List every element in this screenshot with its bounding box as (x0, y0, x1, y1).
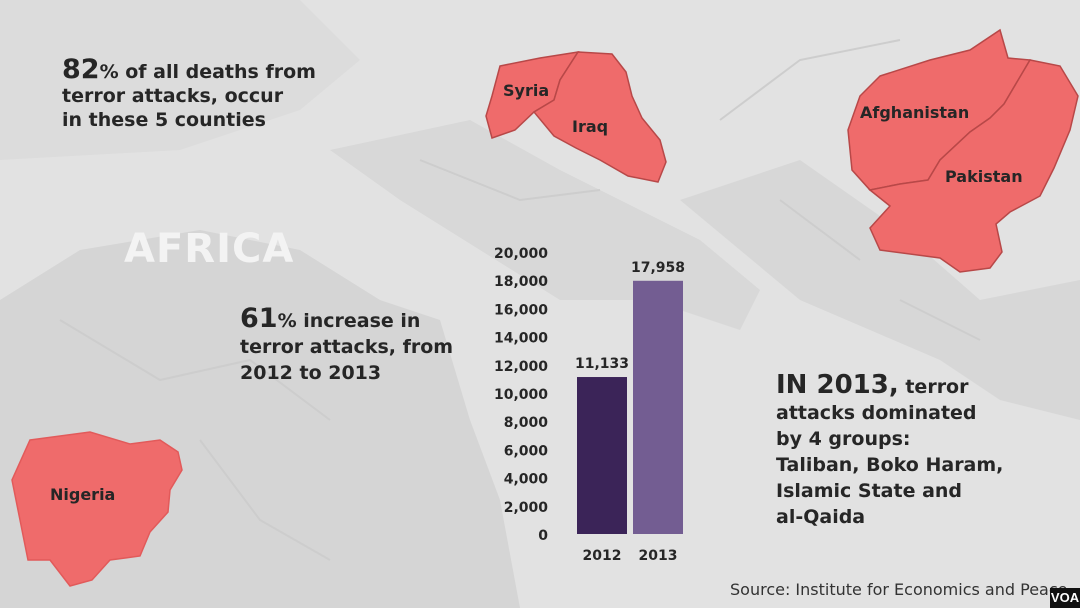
bar-2013 (633, 280, 683, 534)
groups-text: terror (898, 376, 969, 398)
deaths-line-2: terror attacks, occur (62, 85, 284, 107)
landmass-background (0, 0, 360, 160)
y-tick-label: 14,000 (494, 331, 548, 347)
groups-line-6: al-Qaida (776, 506, 866, 528)
y-tick-label: 10,000 (494, 387, 548, 403)
groups-line-5: Islamic State and (776, 480, 963, 502)
increase-line-2: terror attacks, from (240, 336, 454, 358)
groups-statistic: IN 2013, terror attacks dominated by 4 g… (776, 372, 1003, 530)
increase-percentage: 61 (240, 303, 278, 334)
groups-line-3: by 4 groups: (776, 428, 911, 450)
deaths-text: % of all deaths from (99, 61, 316, 83)
country-nigeria (11, 431, 183, 587)
border-lines (59, 39, 981, 561)
y-tick-label: 4,000 (504, 472, 549, 488)
voa-logo: VOA (1050, 588, 1080, 608)
y-tick-label: 18,000 (494, 274, 548, 290)
region-label-africa: AFRICA (124, 226, 295, 272)
y-tick-label: 20,000 (494, 246, 548, 262)
data-label-2012: 11,133 (575, 356, 629, 372)
x-tick-label-2012: 2012 (583, 548, 622, 564)
country-label-syria: Syria (503, 81, 549, 100)
deaths-percentage: 82 (62, 54, 100, 85)
y-tick-label: 16,000 (494, 302, 548, 318)
increase-line-3: 2012 to 2013 (240, 362, 382, 384)
groups-lead: IN 2013, (776, 370, 899, 400)
y-tick-label: 6,000 (504, 443, 549, 459)
x-tick-label-2013: 2013 (639, 548, 678, 564)
y-tick-label: 8,000 (504, 415, 549, 431)
landmass-background (330, 120, 760, 330)
source-note: Source: Institute for Economics and Peac… (730, 580, 1068, 599)
country-label-pakistan: Pakistan (945, 167, 1023, 186)
y-tick-label: 0 (538, 528, 548, 544)
country-pakistan (868, 59, 1079, 273)
country-iraq (532, 51, 667, 183)
country-label-iraq: Iraq (572, 117, 608, 136)
increase-statistic: 61% increase in terror attacks, from 201… (240, 303, 454, 386)
deaths-line-3: in these 5 counties (62, 109, 266, 131)
groups-line-2: attacks dominated (776, 402, 977, 424)
increase-text: % increase in (277, 310, 421, 332)
y-tick-label: 2,000 (504, 500, 549, 516)
deaths-statistic: 82% of all deaths from terror attacks, o… (62, 56, 316, 132)
country-label-afghanistan: Afghanistan (860, 103, 969, 122)
groups-line-4: Taliban, Boko Haram, (776, 454, 1004, 476)
bar-2012 (577, 377, 627, 534)
y-tick-label: 12,000 (494, 359, 548, 375)
landmass-background (680, 160, 1080, 420)
data-label-2013: 17,958 (631, 260, 685, 276)
country-label-nigeria: Nigeria (50, 485, 115, 504)
